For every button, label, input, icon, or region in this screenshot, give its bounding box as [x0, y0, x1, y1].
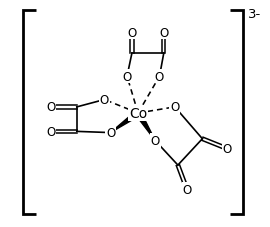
Text: O: O [222, 142, 231, 155]
Text: O: O [122, 70, 132, 83]
Text: O: O [159, 27, 168, 39]
Text: O: O [46, 101, 56, 114]
Text: O: O [100, 94, 109, 106]
Text: 3-: 3- [248, 8, 262, 21]
Text: O: O [106, 126, 115, 139]
Text: O: O [127, 27, 137, 39]
Text: O: O [170, 101, 180, 114]
Text: O: O [155, 70, 164, 83]
Text: O: O [183, 183, 192, 196]
Text: O: O [46, 125, 56, 138]
Text: Co: Co [129, 106, 147, 121]
Polygon shape [110, 111, 140, 133]
Text: O: O [151, 134, 160, 147]
Polygon shape [136, 112, 155, 141]
